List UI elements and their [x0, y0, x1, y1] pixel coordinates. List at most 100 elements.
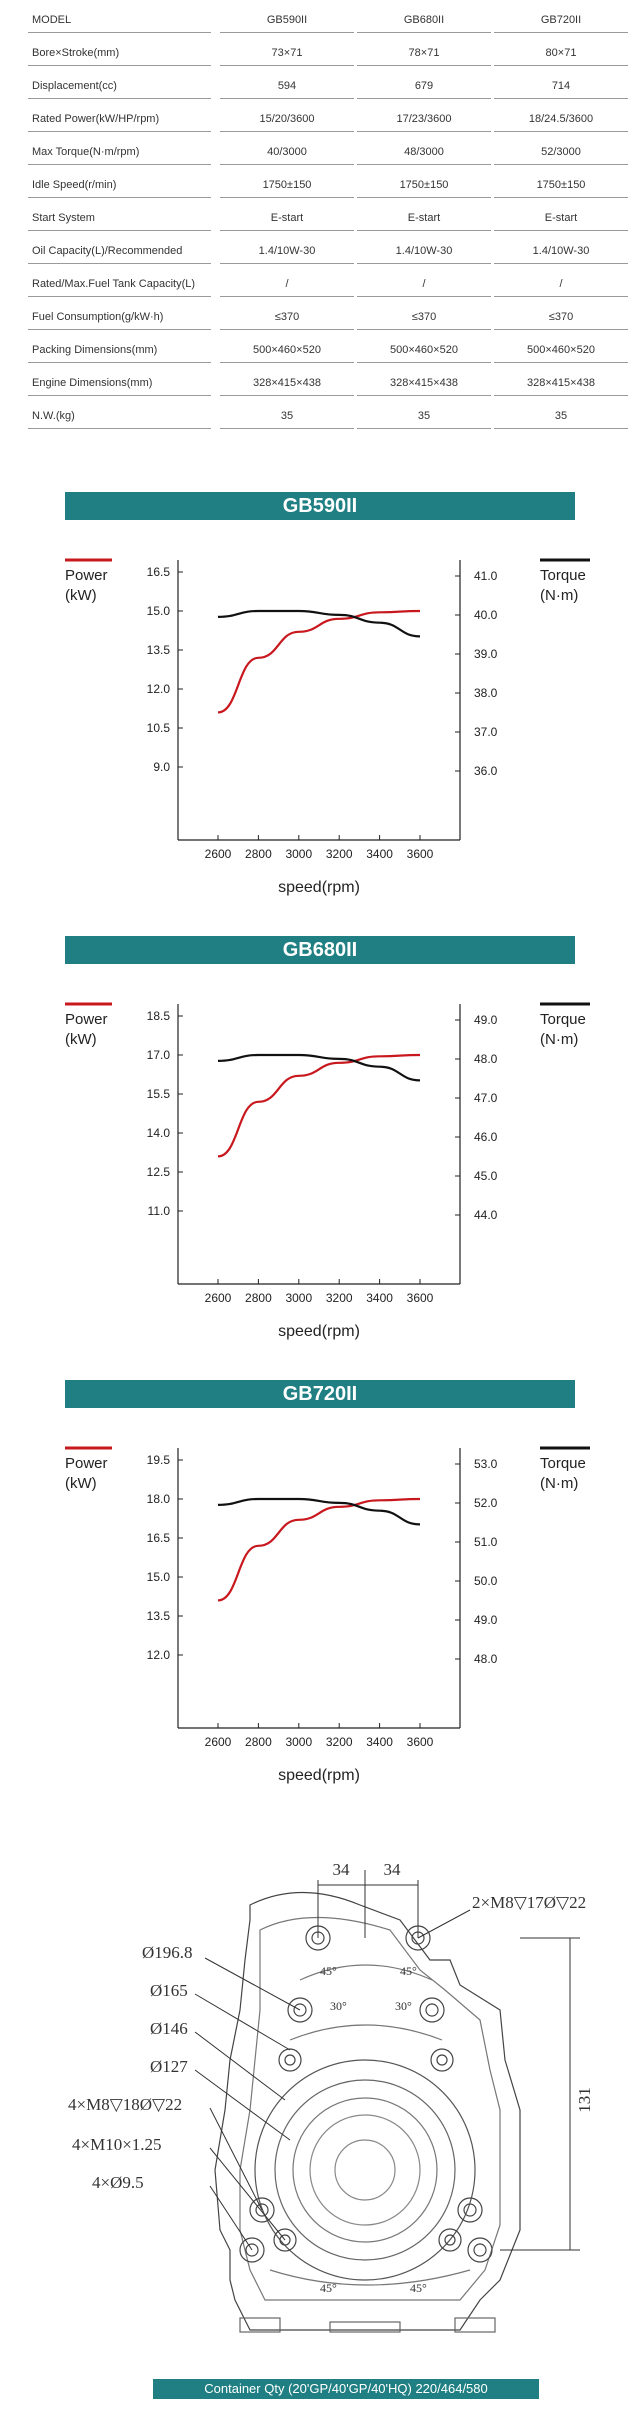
angle-label: 30°	[330, 1999, 347, 2013]
right-tick-label: 39.0	[474, 647, 498, 661]
spec-value: ≤370	[411, 311, 437, 323]
legend-torque-label: Torque	[540, 1455, 586, 1472]
spec-value: 594	[277, 80, 297, 92]
spec-row: Oil Capacity(L)/Recommended 1.4/10W-30 1.4…	[28, 231, 628, 264]
x-tick-label: 3000	[285, 847, 312, 861]
spec-value: 328×415×438	[390, 377, 458, 389]
left-tick-label: 13.5	[147, 1609, 171, 1623]
legend-torque-label: Torque	[540, 1011, 586, 1028]
spec-value: 52/3000	[541, 146, 581, 158]
callout-label: Ø165	[150, 1981, 188, 2000]
spec-header-row: MODEL GB590II GB680II GB720II	[28, 0, 628, 33]
x-tick-label: 3200	[326, 1735, 353, 1749]
container-qty-band: Container Qty (20'GP/40'GP/40'HQ) 220/46…	[153, 2379, 539, 2399]
spec-value: 48/3000	[404, 146, 444, 158]
x-tick-label: 3000	[285, 1291, 312, 1305]
callout-label: Ø196.8	[142, 1943, 193, 1962]
spec-row: Packing Dimensions(mm) 500×460×520 500×460…	[28, 330, 628, 363]
spec-label: Packing Dimensions(mm)	[32, 344, 158, 356]
right-tick-label: 49.0	[474, 1613, 498, 1627]
angle-label: 45°	[400, 1964, 417, 1978]
spec-row: Engine Dimensions(mm) 328×415×438 328×415×…	[28, 363, 628, 396]
x-tick-label: 3600	[407, 847, 434, 861]
spec-value: 1.4/10W-30	[532, 245, 590, 257]
series-line-power	[217, 1497, 421, 1602]
spec-row: Displacement(cc) 594 679 714	[28, 66, 628, 99]
spec-label: Rated/Max.Fuel Tank Capacity(L)	[32, 278, 196, 290]
legend-torque-unit: (N·m)	[540, 587, 578, 604]
left-tick-label: 12.0	[147, 682, 171, 696]
x-tick-label: 3400	[366, 1735, 393, 1749]
right-tick-label: 48.0	[474, 1652, 498, 1666]
left-tick-label: 9.0	[153, 760, 170, 774]
x-tick-label: 3400	[366, 847, 393, 861]
legend-power-unit: (kW)	[65, 1031, 97, 1048]
series-line-torque	[217, 1053, 421, 1082]
series-line-torque	[217, 1497, 421, 1526]
x-tick-label: 2600	[205, 847, 232, 861]
spec-label: Start System	[32, 212, 95, 224]
spec-header-model: GB590II	[266, 14, 308, 26]
spec-row: Rated Power(kW/HP/rpm) 15/20/3600 17/23/36…	[28, 99, 628, 132]
spec-value: 35	[554, 410, 568, 422]
spec-value: E-start	[544, 212, 578, 224]
x-tick-label: 3600	[407, 1735, 434, 1749]
spec-value: /	[422, 278, 426, 290]
spec-label: Engine Dimensions(mm)	[32, 377, 153, 389]
angle-label: 30°	[395, 1999, 412, 2013]
spec-value: 35	[280, 410, 294, 422]
callout-label: 4×M8▽18Ø▽22	[68, 2095, 182, 2114]
x-axis-label: speed(rpm)	[278, 1767, 360, 1784]
series-line-power	[217, 1053, 421, 1158]
left-tick-label: 12.0	[147, 1648, 171, 1662]
dim-label: 131	[575, 2087, 594, 2113]
x-tick-label: 3000	[285, 1735, 312, 1749]
right-tick-label: 49.0	[474, 1013, 498, 1027]
left-tick-label: 13.5	[147, 643, 171, 657]
spec-value: 1750±150	[262, 179, 312, 191]
legend-power-label: Power	[65, 1011, 108, 1028]
right-tick-label: 46.0	[474, 1130, 498, 1144]
legend-power-label: Power	[65, 1455, 108, 1472]
left-tick-label: 18.5	[147, 1009, 171, 1023]
spec-label: Bore×Stroke(mm)	[32, 47, 120, 59]
legend-power-label: Power	[65, 567, 108, 584]
left-tick-label: 14.0	[147, 1126, 171, 1140]
spec-value: 1.4/10W-30	[258, 245, 316, 257]
spec-value: 40/3000	[267, 146, 307, 158]
callout-label: 2×M8▽17Ø▽22	[472, 1893, 586, 1912]
right-tick-label: 47.0	[474, 1091, 498, 1105]
x-tick-label: 3200	[326, 847, 353, 861]
spec-value: 1750±150	[536, 179, 586, 191]
x-tick-label: 3400	[366, 1291, 393, 1305]
engine-technical-drawing: 34 34 131 Ø196.8 Ø165 Ø146 Ø127 4×M8▽18Ø…	[68, 1860, 594, 2333]
spec-row: Rated/Max.Fuel Tank Capacity(L) / / /	[28, 264, 628, 297]
chart-title-band: GB720II	[65, 1380, 575, 1408]
right-tick-label: 48.0	[474, 1052, 498, 1066]
x-tick-label: 2600	[205, 1291, 232, 1305]
x-axis-label: speed(rpm)	[278, 879, 360, 896]
chart-title-band: GB590II	[65, 492, 575, 520]
spec-value: 35	[417, 410, 431, 422]
right-tick-label: 38.0	[474, 686, 498, 700]
spec-row: N.W.(kg) 35 35 35	[28, 396, 628, 429]
spec-value: 328×415×438	[253, 377, 321, 389]
spec-value: 78×71	[408, 47, 440, 59]
spec-label: Max Torque(N·m/rpm)	[32, 146, 140, 158]
spec-value: 714	[551, 80, 571, 92]
spec-value: /	[285, 278, 289, 290]
legend-torque-unit: (N·m)	[540, 1031, 578, 1048]
spec-header-label: MODEL	[32, 14, 72, 26]
angle-label: 45°	[410, 2281, 427, 2295]
spec-table: MODEL GB590II GB680II GB720II Bore×Strok…	[28, 0, 628, 429]
spec-row: Bore×Stroke(mm) 73×71 78×71 80×71	[28, 33, 628, 66]
chart-gb720ii: 19.5 18.0 16.5 15.0 13.5 12.0 53.0 52.0 51.0 50.0…	[65, 1446, 590, 1784]
spec-header-model: GB720II	[540, 14, 582, 26]
x-tick-label: 3200	[326, 1291, 353, 1305]
left-tick-label: 11.0	[148, 1204, 171, 1218]
dim-label: 34	[384, 1860, 402, 1879]
left-tick-label: 12.5	[147, 1165, 171, 1179]
left-tick-label: 15.0	[147, 1570, 171, 1584]
spec-label: N.W.(kg)	[32, 410, 75, 422]
spec-value: 1750±150	[399, 179, 449, 191]
